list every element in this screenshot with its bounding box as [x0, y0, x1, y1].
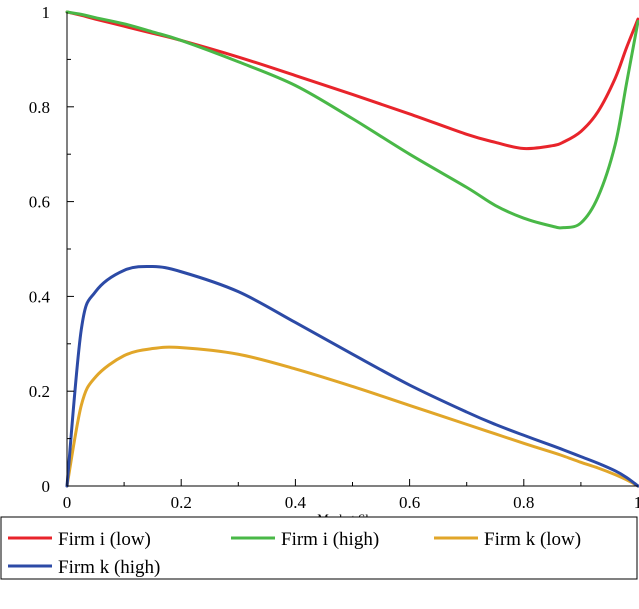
x-tick-label: 0.8 [513, 493, 534, 512]
legend-label-firm-k-high: Firm k (high) [58, 557, 160, 578]
x-tick-label: 0.2 [171, 493, 192, 512]
x-tick-label: 0 [63, 493, 72, 512]
y-tick-label: 0.4 [29, 287, 51, 306]
legend-label-firm-i-low: Firm i (low) [58, 529, 151, 550]
y-tick-label: 0.8 [29, 98, 50, 117]
legend-label-firm-k-low: Firm k (low) [484, 529, 581, 550]
y-tick-label: 0 [42, 477, 51, 496]
legend-label-firm-i-high: Firm i (high) [281, 529, 379, 550]
series-line-firm-i-high [65, 10, 639, 230]
legend: Firm i (low) Firm i (high) Firm k (low) Fir… [0, 516, 638, 580]
legend-box [0, 516, 638, 580]
x-tick-label: 1 [634, 493, 639, 512]
x-tick-label: 0.4 [285, 493, 307, 512]
y-tick-label: 1 [42, 3, 51, 22]
series-line-firm-k-high [65, 264, 639, 488]
y-tick-label: 0.2 [29, 382, 50, 401]
y-tick-label: 0.6 [29, 193, 50, 212]
plot-area [65, 10, 639, 488]
x-axis: 0 0.2 0.4 0.6 0.8 1 [63, 479, 639, 512]
series-line-firm-k-low [65, 345, 639, 488]
y-axis: 0 0.2 0.4 0.6 0.8 1 [29, 3, 74, 496]
x-tick-label: 0.6 [399, 493, 420, 512]
series-line-firm-i-low [65, 10, 639, 151]
